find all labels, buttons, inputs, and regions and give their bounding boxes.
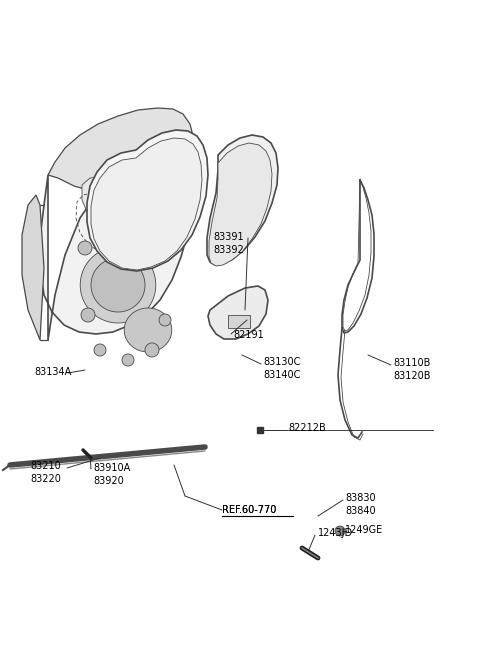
Text: 83110B: 83110B — [393, 358, 431, 368]
Text: 83130C: 83130C — [263, 357, 300, 367]
Text: 83830: 83830 — [345, 493, 376, 503]
Circle shape — [145, 343, 159, 357]
Polygon shape — [82, 157, 182, 229]
Circle shape — [159, 314, 171, 326]
Text: 1249GE: 1249GE — [345, 525, 383, 535]
Text: 83392: 83392 — [213, 245, 244, 255]
Text: 83210: 83210 — [30, 461, 61, 471]
Text: REF.60-770: REF.60-770 — [222, 505, 276, 515]
Polygon shape — [80, 247, 156, 323]
Circle shape — [81, 308, 95, 322]
Circle shape — [335, 526, 345, 536]
Polygon shape — [22, 195, 44, 340]
Polygon shape — [207, 135, 278, 265]
Text: 83920: 83920 — [93, 476, 124, 486]
Polygon shape — [91, 258, 145, 312]
Text: 82212B: 82212B — [288, 423, 326, 433]
Text: 83140C: 83140C — [263, 370, 300, 380]
Polygon shape — [48, 108, 194, 193]
Text: 82191: 82191 — [233, 330, 264, 340]
Polygon shape — [87, 130, 208, 271]
Circle shape — [102, 222, 114, 234]
Circle shape — [94, 344, 106, 356]
Text: 83134A: 83134A — [34, 367, 71, 377]
Polygon shape — [209, 143, 272, 266]
Circle shape — [122, 354, 134, 366]
Circle shape — [151, 245, 165, 259]
Polygon shape — [40, 148, 194, 340]
Text: REF.60-770: REF.60-770 — [222, 505, 276, 515]
Text: 83840: 83840 — [345, 506, 376, 516]
Polygon shape — [124, 308, 172, 352]
Polygon shape — [208, 286, 268, 339]
Text: 83220: 83220 — [30, 474, 61, 484]
Bar — [228, 315, 250, 328]
Text: 83120B: 83120B — [393, 371, 431, 381]
Text: 1243JD: 1243JD — [318, 528, 353, 538]
Polygon shape — [91, 138, 202, 270]
Circle shape — [78, 241, 92, 255]
Text: 83910A: 83910A — [93, 463, 130, 473]
Text: 83391: 83391 — [213, 232, 244, 242]
